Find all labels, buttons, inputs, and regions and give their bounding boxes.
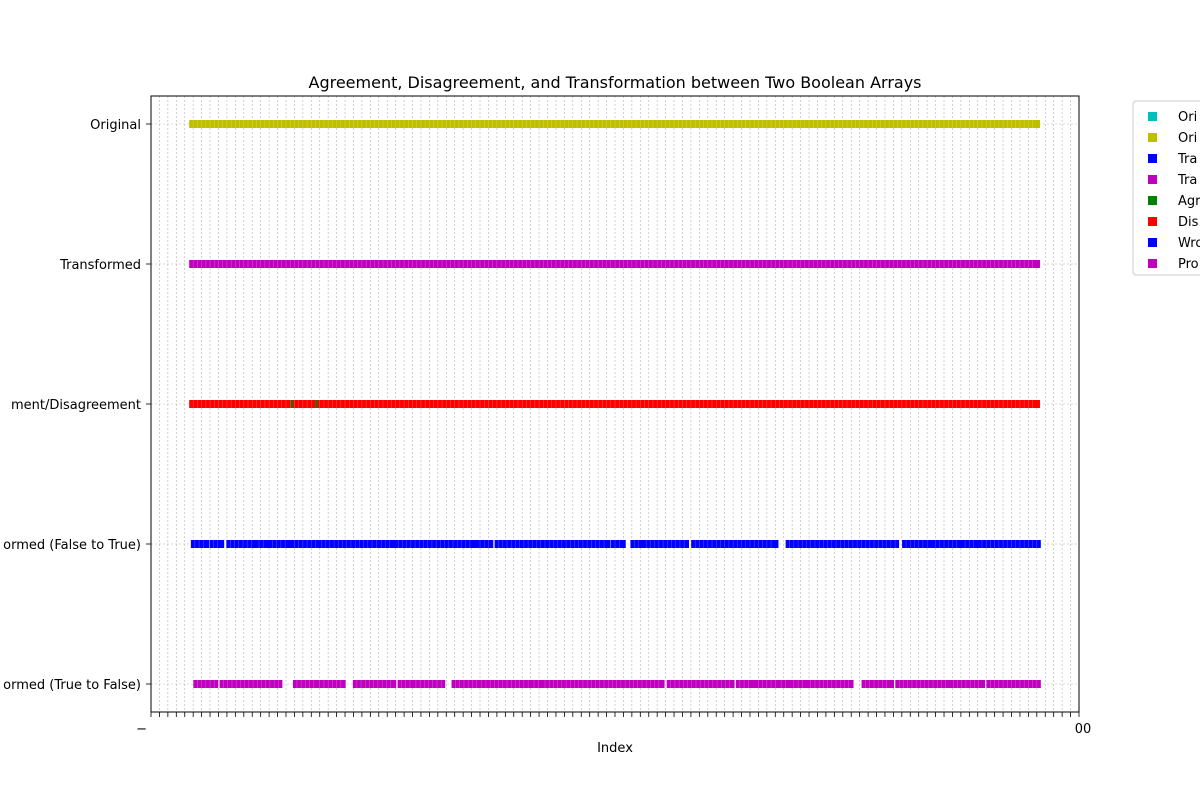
legend-label: Ori [1178, 110, 1197, 125]
marker-run [476, 540, 494, 548]
marker-run [902, 540, 935, 548]
marker-run [785, 540, 900, 548]
marker-run [642, 540, 690, 548]
x-ticks: − 00 [136, 712, 1091, 737]
x-tick-label: − [136, 722, 147, 737]
marker [290, 400, 293, 408]
marker-run [630, 540, 643, 548]
marker-run [315, 680, 346, 688]
legend-label: Agr [1178, 194, 1200, 209]
marker-run [377, 540, 397, 548]
marker-run [317, 540, 382, 548]
marker-run [949, 680, 986, 688]
marker-run [754, 680, 780, 688]
legend-marker [1148, 133, 1157, 142]
marker-run [254, 540, 269, 548]
legend: Ori Ori Tra Tra Agr Dis Wro Pro [1132, 100, 1200, 276]
marker-run [189, 260, 1040, 268]
marker-run [290, 540, 321, 548]
legend-marker [1148, 112, 1157, 121]
marker-run [193, 680, 219, 688]
marker-run [397, 680, 414, 688]
marker-run [666, 680, 735, 688]
legend-box [1132, 100, 1200, 276]
legend-label: Tra [1177, 173, 1197, 188]
y-tick-label: ment/Disagreement [11, 398, 141, 413]
marker-run [209, 540, 225, 548]
marker-run [352, 680, 397, 688]
x-axis-label: Index [597, 741, 633, 756]
marker-run [691, 540, 779, 548]
y-tick-label: Transformed [59, 258, 141, 273]
marker-run [451, 680, 482, 688]
legend-marker [1148, 259, 1157, 268]
legend-label: Wro [1178, 236, 1200, 251]
y-tick-label: ormed (False to True) [3, 538, 141, 553]
legend-label: Pro [1178, 257, 1199, 272]
marker-run [789, 680, 808, 688]
y-ticks: Original Transformed ment/Disagreement orme… [3, 118, 151, 693]
legend-label: Ori [1178, 131, 1197, 146]
y-tick-label: ormed (True to False) [3, 678, 141, 693]
marker-run [189, 120, 1040, 128]
marker-run [895, 680, 955, 688]
marker-run [477, 680, 533, 688]
marker-run [986, 680, 1020, 688]
marker [315, 400, 318, 408]
marker-run [540, 680, 665, 688]
marker-run [189, 400, 1040, 408]
marker-run [268, 540, 292, 548]
marker-run [611, 540, 626, 548]
marker-run [977, 540, 1041, 548]
marker-run [806, 680, 854, 688]
marker-run [878, 680, 895, 688]
legend-label: Tra [1177, 152, 1197, 167]
markers [189, 120, 1041, 688]
marker-run [394, 540, 478, 548]
marker-run [961, 540, 981, 548]
legend-marker [1148, 217, 1157, 226]
marker-run [292, 680, 319, 688]
marker-run [931, 540, 964, 548]
marker-run [190, 540, 209, 548]
marker-run [861, 680, 883, 688]
marker-run [1015, 680, 1041, 688]
legend-marker [1148, 238, 1157, 247]
marker-run [411, 680, 446, 688]
legend-marker [1148, 154, 1157, 163]
marker-run [530, 680, 546, 688]
marker-run [735, 680, 755, 688]
legend-marker [1148, 175, 1157, 184]
marker-run [494, 540, 611, 548]
marker-run [226, 540, 258, 548]
x-tick-label: 00 [1075, 722, 1092, 737]
y-tick-label: Original [90, 118, 141, 133]
chart-title: Agreement, Disagreement, and Transformat… [309, 73, 922, 92]
legend-marker [1148, 196, 1157, 205]
marker-run [777, 680, 793, 688]
legend-label: Dis [1178, 215, 1199, 230]
marker-run [219, 680, 283, 688]
